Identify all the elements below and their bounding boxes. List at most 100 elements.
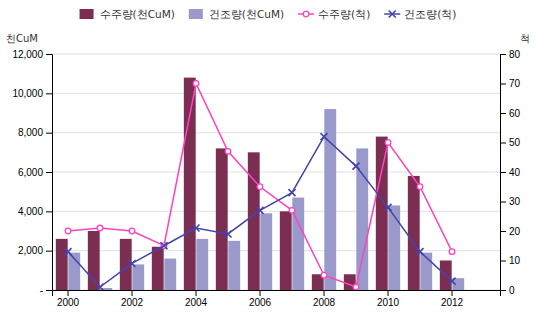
tick: 2008: [313, 290, 336, 308]
tick: 2,000: [18, 245, 52, 256]
tick-mark: [132, 290, 133, 296]
legend-label: 건조량(척): [404, 8, 456, 20]
bar-series: [68, 109, 464, 290]
y2-axis: 01020304050607080: [500, 49, 521, 296]
marker: [321, 272, 327, 278]
tick-mark: [500, 172, 506, 173]
tick-label: 0: [509, 285, 515, 296]
marker: [225, 230, 232, 237]
bar: [216, 148, 228, 290]
tick-label: 2010: [377, 297, 400, 308]
line: [68, 84, 452, 288]
marker: [193, 225, 200, 232]
grid-line: [52, 250, 500, 251]
tick-label: 2012: [441, 297, 464, 308]
grid-line: [52, 93, 500, 94]
legend-marker: [389, 11, 396, 18]
y-axis: - 2,000 4,000 6,000 8,000 10,000 12,000: [12, 49, 52, 296]
tick-mark: [46, 93, 52, 94]
bar: [408, 176, 420, 290]
tick-mark: [324, 290, 325, 296]
tick: 2010: [377, 290, 400, 308]
tick-mark: [46, 290, 52, 291]
marker: [129, 228, 135, 234]
marker: [417, 184, 423, 190]
tick: 2004: [185, 290, 208, 308]
bar: [260, 213, 272, 290]
tick-mark: [388, 290, 389, 296]
marker: [385, 140, 391, 146]
legend-label: 수주량(척): [318, 8, 370, 20]
bar: [472, 290, 484, 291]
tick: 20: [500, 226, 521, 237]
tick-label: 2002: [121, 297, 144, 308]
tick-mark: [500, 143, 506, 144]
grid-line: [52, 132, 500, 133]
tick-mark: [46, 251, 52, 252]
marker: [129, 260, 136, 267]
tick-label: 30: [509, 196, 521, 207]
tick-label: 2004: [185, 297, 208, 308]
tick-mark: [500, 84, 506, 85]
line-series: [65, 81, 455, 290]
legend: 수주량(천CuM) 건조량(천CuM) 수주량(척) 건조량(척): [80, 8, 457, 20]
tick: 70: [500, 78, 521, 89]
bar: [56, 239, 68, 290]
tick-label: 4,000: [18, 206, 43, 217]
tick: 4,000: [18, 206, 52, 217]
legend-label: 수주량(천CuM): [100, 8, 175, 20]
bar: [324, 109, 336, 290]
bar: [388, 205, 400, 290]
tick: 40: [500, 167, 521, 178]
tick: 0: [500, 285, 515, 296]
marker: [257, 207, 264, 214]
marker: [417, 248, 424, 255]
tick-mark: [46, 54, 52, 55]
tick-label: 80: [509, 49, 521, 60]
bar: [248, 152, 260, 290]
tick-mark: [196, 290, 197, 296]
y-axis-title: 천CuM: [6, 33, 38, 44]
marker: [225, 149, 231, 155]
legend-item: 수주량(천CuM): [80, 8, 175, 20]
tick-label: 20: [509, 226, 521, 237]
bar: [196, 239, 208, 290]
tick-mark: [500, 202, 506, 203]
tick: -: [40, 285, 52, 296]
bar: [376, 137, 388, 290]
tick: 10,000: [12, 88, 52, 99]
legend-item: 건조량(척): [384, 8, 456, 20]
tick-label: 70: [509, 78, 521, 89]
marker: [449, 278, 456, 285]
marker: [161, 242, 168, 249]
y2-axis-title: 척: [520, 33, 530, 44]
tick-label: 2000: [57, 297, 80, 308]
line-series: [65, 133, 456, 290]
bar: [280, 211, 292, 290]
marker: [257, 184, 263, 190]
tick-mark: [500, 261, 506, 262]
tick-label: 2008: [313, 297, 336, 308]
tick-label: 12,000: [12, 49, 43, 60]
legend-item: 수주량(척): [298, 8, 370, 20]
tick: 12,000: [12, 49, 52, 60]
bar: [132, 264, 144, 290]
tick: 6,000: [18, 167, 52, 178]
legend-item: 건조량(천CuM): [189, 8, 284, 20]
tick: 2000: [57, 290, 80, 308]
marker: [321, 133, 328, 140]
tick-mark: [260, 290, 261, 296]
tick-mark: [500, 54, 506, 55]
marker: [97, 225, 103, 231]
tick: 80: [500, 49, 521, 60]
line: [68, 137, 452, 287]
tick-mark: [452, 290, 453, 296]
tick: 8,000: [18, 127, 52, 138]
tick: 2002: [121, 290, 144, 308]
marker: [289, 189, 296, 196]
tick: 2006: [249, 290, 272, 308]
bar: [164, 259, 176, 290]
grid: [52, 54, 500, 290]
bar-series: [56, 78, 452, 290]
marker: [193, 81, 199, 87]
